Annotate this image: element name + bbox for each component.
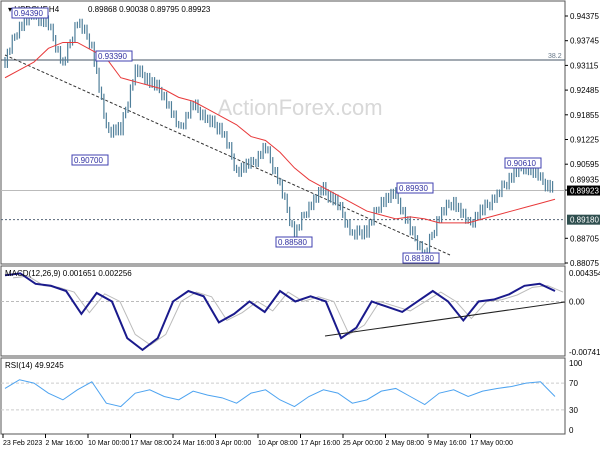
trend-line	[4, 54, 451, 256]
price-annotation: 0.89930	[399, 184, 428, 193]
price-annotation-box	[504, 157, 542, 169]
y-tick-label: 0.89935	[570, 176, 599, 185]
price-annotation: 0.94390	[14, 9, 43, 18]
x-tick-label: 17 Apr 16:00	[301, 440, 341, 447]
fib-label: 38.2	[548, 53, 562, 60]
panel-frame	[0, 357, 566, 435]
x-tick-label: 10 Mar 00:00	[88, 440, 129, 447]
y-tick-label: 0.91225	[570, 136, 599, 145]
current-price-label: 0.89923	[570, 187, 599, 196]
x-tick-label: 9 May 16:00	[428, 440, 467, 447]
macd-trend-line	[324, 301, 566, 337]
support-price-label: 0.89180	[570, 216, 599, 225]
y-tick-label: 0.88705	[570, 234, 599, 243]
price-annotation: 0.93390	[98, 52, 127, 61]
price-annotation-box	[11, 7, 49, 19]
macd-line	[4, 272, 556, 352]
price-annotation: 0.90700	[74, 156, 103, 165]
macd-tick-label: 0.004354	[569, 269, 600, 278]
moving-average-line	[4, 41, 556, 224]
x-tick-label: 24 Mar 16:00	[173, 440, 214, 447]
current-price-tag	[567, 185, 600, 196]
y-tick-label: 0.88075	[570, 259, 599, 268]
y-tick-label: 0.94375	[570, 12, 599, 21]
price-annotation-box	[95, 50, 133, 62]
price-annotation: 0.88180	[405, 254, 434, 263]
watermark: ActionForex.com	[217, 95, 382, 120]
y-tick-label: 0.93745	[570, 37, 599, 46]
price-annotation-box	[396, 182, 434, 194]
panel-frame	[0, 0, 566, 265]
x-tick-label: 17 May 00:00	[471, 440, 514, 447]
macd-tick-label: -0.007417	[569, 348, 600, 357]
x-tick-label: 10 Apr 08:00	[258, 440, 298, 447]
y-tick-label: 0.92485	[570, 86, 599, 95]
support-price-tag	[567, 214, 600, 225]
price-annotation-box	[71, 154, 109, 166]
macd-title: MACD(12,26,9) 0.001651 0.002256	[5, 269, 132, 278]
x-tick-label: 2 May 08:00	[386, 440, 425, 447]
x-tick-label: 23 Feb 2023	[3, 440, 42, 447]
macd-tick-label: 0.00	[569, 297, 585, 306]
rsi-tick-label: 70	[569, 379, 578, 388]
price-annotation: 0.90610	[507, 159, 536, 168]
rsi-tick-label: 30	[569, 406, 578, 415]
x-tick-label: 25 Apr 00:00	[343, 440, 383, 447]
x-tick-label: 3 Apr 00:00	[216, 440, 252, 447]
price-annotation-box	[402, 252, 440, 264]
x-tick-label: 2 Mar 16:00	[46, 440, 83, 447]
panel-frame	[0, 265, 566, 357]
price-annotation-box	[275, 236, 313, 248]
rsi-tick-label: 0	[569, 426, 574, 435]
rsi-line	[4, 379, 556, 408]
y-tick-label: 0.93115	[570, 61, 599, 70]
y-tick-label: 0.90595	[570, 160, 599, 169]
ohlc-readout: 0.89868 0.90038 0.89795 0.89923	[88, 5, 211, 14]
macd-signal-line	[12, 275, 564, 346]
x-tick-label: 17 Mar 08:00	[131, 440, 172, 447]
y-tick-label: 0.91855	[570, 111, 599, 120]
rsi-title: RSI(14) 49.9245	[5, 361, 64, 370]
rsi-tick-label: 100	[569, 359, 583, 368]
price-annotation: 0.88580	[278, 238, 307, 247]
